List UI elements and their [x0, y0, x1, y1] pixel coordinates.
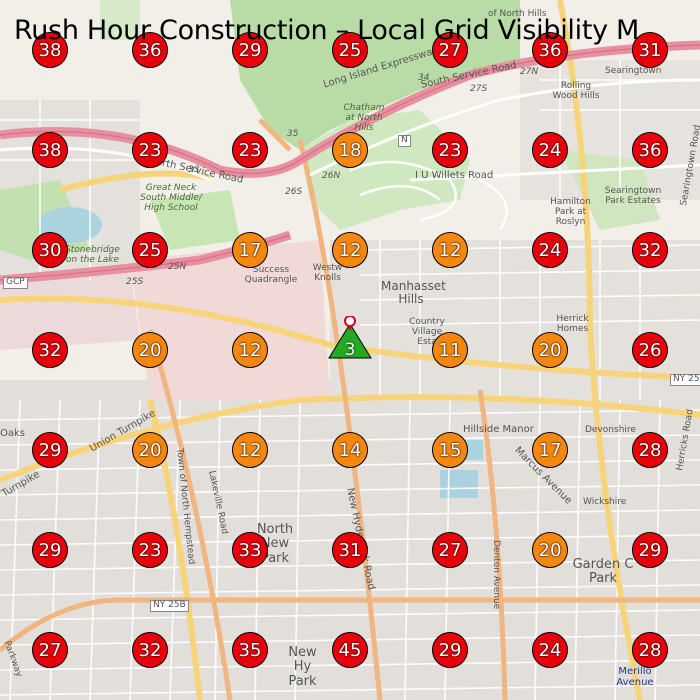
label-u-willets-road: I U Willets Road	[415, 170, 494, 181]
label-exit-26s: 26S	[285, 187, 303, 197]
label-hamilton-park: Hamilton Park at Roslyn	[550, 197, 591, 227]
grid-marker[interactable]: 25	[132, 232, 168, 268]
label-north-hills: of North Hills	[488, 9, 547, 19]
grid-marker[interactable]: 27	[432, 32, 468, 68]
grid-marker[interactable]: 12	[432, 232, 468, 268]
center-triangle-icon	[328, 316, 372, 359]
label-stonebridge: Stonebridge on the Lake	[65, 245, 120, 265]
label-manhasset-hills: Manhasset Hills	[381, 279, 446, 307]
label-rolling-wood-hills: Rolling Wood Hills	[552, 81, 600, 101]
page-title: Rush Hour Construction – Local Grid Visi…	[14, 15, 640, 46]
label-north-new-hyde-park: North New Park	[256, 522, 294, 566]
label-exit-35: 35	[287, 129, 299, 139]
grid-marker[interactable]: 26	[632, 332, 668, 368]
grid-marker[interactable]: 15	[432, 432, 468, 468]
grid-marker[interactable]: 20	[132, 332, 168, 368]
label-exit-33: 33	[188, 165, 200, 175]
grid-marker[interactable]: 29	[32, 432, 68, 468]
label-ny25: NY 25	[670, 374, 700, 386]
grid-marker[interactable]: 29	[232, 32, 268, 68]
grid-marker[interactable]: 12	[232, 332, 268, 368]
label-success-quadrangle: Success Quadrangle	[244, 265, 298, 285]
grid-marker[interactable]: 17	[232, 232, 268, 268]
label-country-village: Country Village Esta	[409, 317, 445, 347]
grid-marker[interactable]: 45	[332, 632, 368, 668]
label-chatham: Chatham at North Hills	[343, 103, 385, 133]
grid-marker[interactable]: 17	[532, 432, 568, 468]
center-value: 3	[344, 340, 356, 360]
label-exit-25n: 25N	[168, 262, 187, 272]
grid-marker[interactable]: 23	[232, 132, 268, 168]
grid-marker[interactable]: 23	[132, 132, 168, 168]
grid-marker[interactable]: 23	[432, 132, 468, 168]
grid-marker[interactable]: 24	[532, 232, 568, 268]
label-great-neck-school: Great Neck South Middle/ High School	[140, 183, 202, 213]
grid-marker[interactable]: 20	[132, 432, 168, 468]
label-ny25b: NY 25B	[150, 600, 189, 612]
label-merillo-avenue: Merillo Avenue	[616, 666, 654, 688]
grid-marker[interactable]: 30	[32, 232, 68, 268]
label-exit-25s: 25S	[126, 277, 144, 287]
label-n-badge: N	[398, 135, 411, 147]
grid-marker[interactable]: 28	[632, 632, 668, 668]
label-herrick-homes: Herrick Homes	[556, 314, 589, 334]
grid-marker[interactable]: 38	[32, 132, 68, 168]
label-exit-27s: 27S	[470, 84, 488, 94]
grid-marker[interactable]: 38	[32, 32, 68, 68]
grid-marker[interactable]: 28	[632, 432, 668, 468]
label-searingtown-park: Searingtown Park Estates	[604, 186, 662, 206]
grid-marker[interactable]: 29	[632, 532, 668, 568]
label-exit-34: 34	[418, 73, 430, 83]
label-garden-city-park: Garden C Park	[572, 557, 634, 587]
grid-marker[interactable]: 27	[432, 532, 468, 568]
grid-marker[interactable]: 29	[32, 532, 68, 568]
grid-marker[interactable]: 32	[632, 232, 668, 268]
grid-marker[interactable]: 36	[532, 32, 568, 68]
label-wickshire: Wickshire	[583, 497, 627, 507]
grid-marker[interactable]: 25	[332, 32, 368, 68]
grid-marker[interactable]: 31	[332, 532, 368, 568]
grid-marker[interactable]: 11	[432, 332, 468, 368]
grid-marker[interactable]: 12	[232, 432, 268, 468]
label-hillside-manor: Hillside Manor	[463, 424, 534, 435]
label-westwood-knolls: Westw Knolls	[312, 263, 343, 283]
grid-marker[interactable]: 32	[132, 632, 168, 668]
label-denton-avenue: Denton Avenue	[491, 540, 501, 610]
grid-marker[interactable]: 14	[332, 432, 368, 468]
grid-marker[interactable]: 23	[132, 532, 168, 568]
grid-marker[interactable]: 36	[632, 132, 668, 168]
grid-marker[interactable]: 24	[532, 632, 568, 668]
grid-marker[interactable]: 24	[532, 132, 568, 168]
label-gcp: GCP	[3, 277, 28, 289]
grid-marker[interactable]: 33	[232, 532, 268, 568]
grid-marker[interactable]: 18	[332, 132, 368, 168]
label-devonshire: Devonshire	[585, 425, 636, 435]
label-oaks: Oaks	[0, 428, 25, 439]
grid-marker[interactable]: 35	[232, 632, 268, 668]
grid-marker[interactable]: 32	[32, 332, 68, 368]
grid-marker[interactable]: 36	[132, 32, 168, 68]
grid-marker[interactable]: 31	[632, 32, 668, 68]
grid-marker[interactable]: 12	[332, 232, 368, 268]
label-new-hyde-park: New Hy Park	[288, 645, 317, 689]
grid-marker[interactable]: 20	[532, 532, 568, 568]
grid-marker[interactable]: 27	[32, 632, 68, 668]
label-exit-26n: 26N	[322, 171, 341, 181]
grid-marker[interactable]: 29	[432, 632, 468, 668]
grid-marker[interactable]: 20	[532, 332, 568, 368]
label-exit-27n: 27N	[520, 67, 539, 77]
label-searingtown: Searingtown	[605, 66, 662, 76]
